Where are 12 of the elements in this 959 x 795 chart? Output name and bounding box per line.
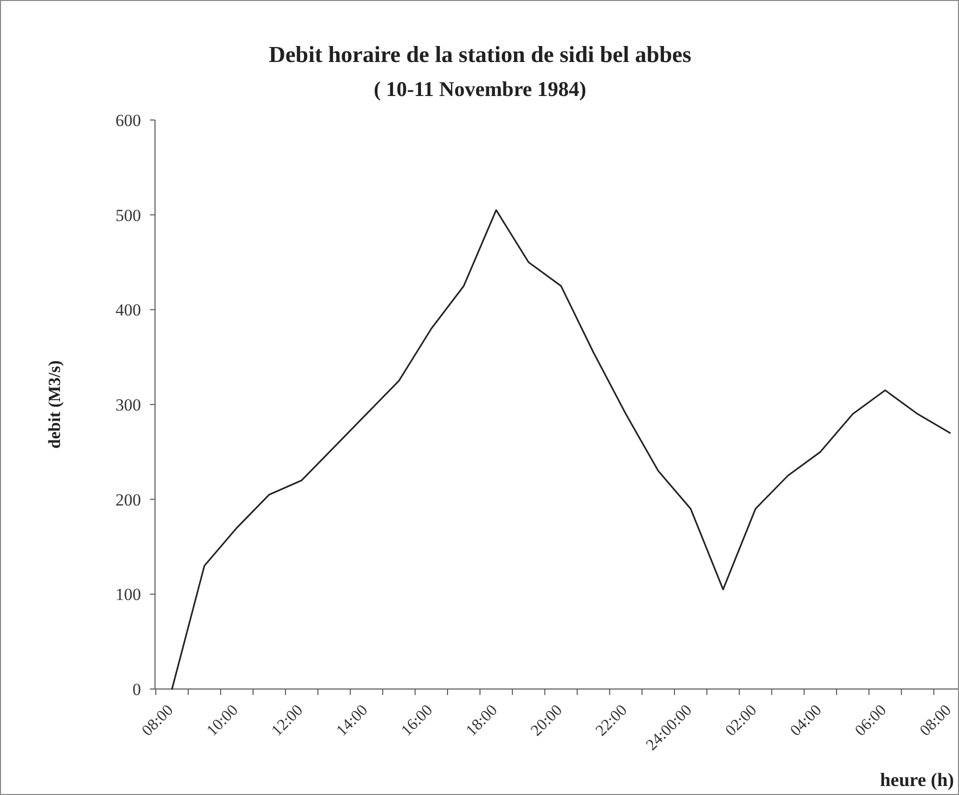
line-series	[171, 209, 951, 690]
y-tick-label: 600	[116, 110, 141, 130]
y-axis-title: debit (M3/s)	[45, 360, 64, 449]
y-tick-label: 500	[116, 206, 141, 225]
y-tick-label: 400	[116, 300, 141, 320]
y-tick-label: 0	[132, 680, 141, 699]
chart-subtitle: ( 10-11 Novembre 1984)	[374, 77, 586, 101]
y-tick-label: 200	[116, 490, 141, 510]
chart-title: Debit horaire de la station de sidi bel abbes	[268, 42, 692, 67]
y-tick-label: 300	[116, 395, 141, 414]
y-tick-label: 100	[116, 585, 141, 604]
x-axis-title: heure (h)	[880, 770, 954, 791]
